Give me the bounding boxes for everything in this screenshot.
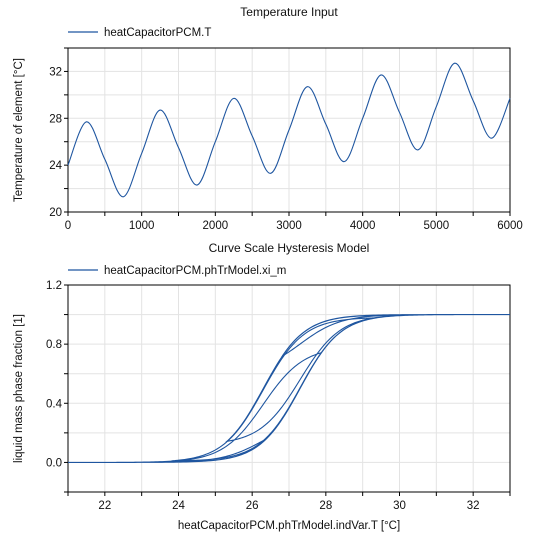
x-tick-label: 26 — [246, 500, 259, 512]
x-tick-label: 30 — [393, 500, 406, 512]
legend-entry: heatCapacitorPCM.phTrModel.xi_m — [104, 265, 286, 277]
x-axis-label: heatCapacitorPCM.phTrModel.indVar.T [°C] — [178, 520, 400, 532]
x-tick-label: 0 — [65, 220, 71, 232]
x-tick-label: 32 — [467, 500, 480, 512]
y-tick-label: 0.0 — [46, 457, 62, 469]
y-tick-label: 1.2 — [46, 280, 62, 292]
y-tick-label: 28 — [49, 113, 62, 125]
y-tick-label: 0.4 — [46, 398, 63, 410]
chart-panel-2: Curve Scale Hysteresis Model 22 24 26 28 30 32… — [13, 241, 511, 532]
series-line — [67, 62, 511, 198]
y-axis-label: Temperature of element [°C] — [13, 58, 25, 202]
x-tick-label: 3000 — [276, 220, 302, 232]
legend-entry: heatCapacitorPCM.T — [104, 27, 211, 39]
x-tick-label: 5000 — [424, 220, 450, 232]
chart-panel-1: Temperature Input 0 1000 2000 3000 4000 5000 60… — [13, 5, 523, 232]
y-tick-label: 0.8 — [46, 339, 62, 351]
y-tick-label: 32 — [49, 66, 62, 78]
y-tick-label: 20 — [49, 207, 62, 219]
x-tick-label: 24 — [172, 500, 185, 512]
chart-title: Curve Scale Hysteresis Model — [209, 241, 370, 255]
x-tick-label: 4000 — [350, 220, 376, 232]
y-axis-label: liquid mass phase fraction [1] — [13, 314, 25, 463]
x-tick-label: 1000 — [129, 220, 155, 232]
x-tick-label: 6000 — [497, 220, 523, 232]
x-tick-label: 22 — [98, 500, 111, 512]
x-tick-label: 28 — [319, 500, 332, 512]
y-tick-label: 24 — [49, 160, 62, 172]
series-line — [68, 314, 510, 463]
chart-title: Temperature Input — [240, 5, 338, 19]
x-tick-label: 2000 — [203, 220, 229, 232]
